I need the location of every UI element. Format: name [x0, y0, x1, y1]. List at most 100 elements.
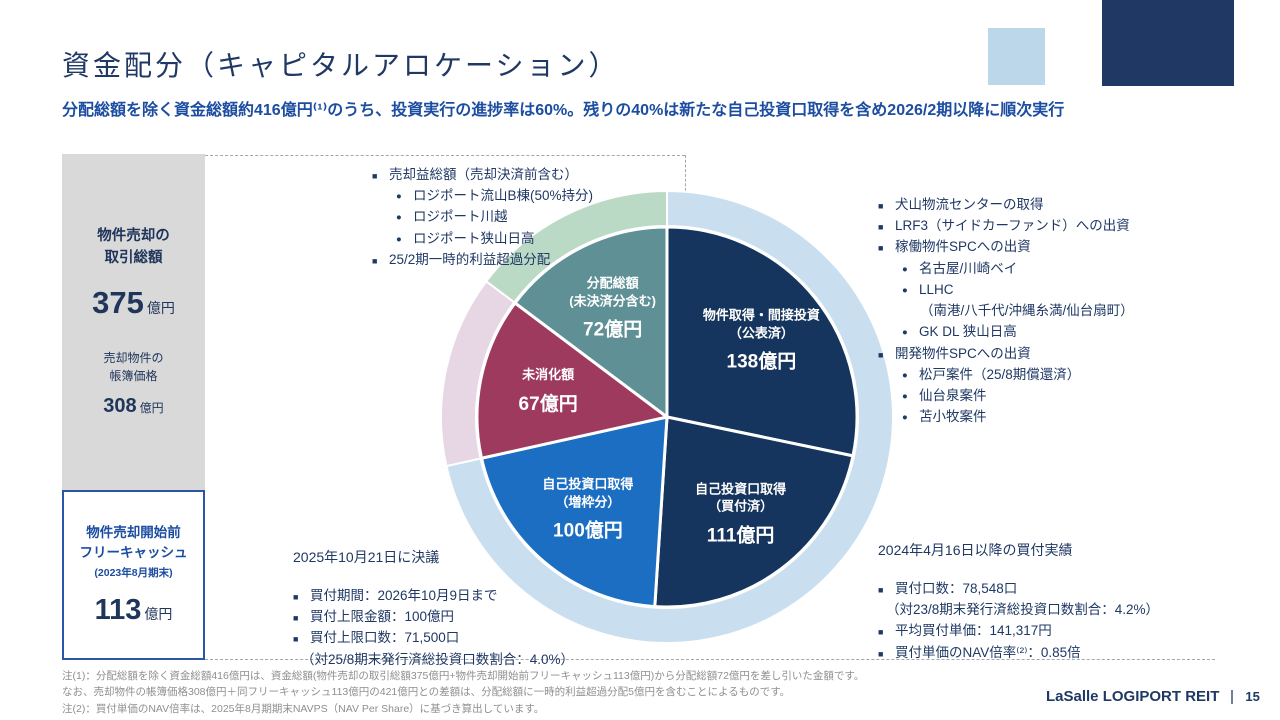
list-item-text: （対25/8期末発行済総投資口数割合：4.0%） — [301, 651, 575, 667]
footnotes: 注(1)：分配総額を除く資金総額416億円は、資金総額(物件売却の取引総額375… — [62, 668, 1042, 717]
sale-total-box: 物件売却の 取引総額 375 億円 売却物件の 帳簿価格 308 億円 — [62, 154, 205, 490]
dashed-connector-bottom — [205, 659, 1215, 660]
list-item-text: ロジポート狭山日高 — [413, 230, 535, 246]
sale-total-title: 物件売却の 取引総額 — [97, 227, 170, 266]
circle-bullet-icon: ● — [396, 233, 402, 245]
decorative-square-lightblue — [988, 28, 1045, 85]
list-item-text: 開発物件SPCへの出資 — [895, 345, 1031, 361]
list-item: ■ 開発物件SPCへの出資 — [878, 345, 1208, 363]
free-cash-unit: 億円 — [144, 605, 173, 622]
footer-divider — [1231, 689, 1234, 704]
footer: LaSalle LOGIPORT REIT 15 — [1046, 688, 1260, 705]
square-bullet-icon: ■ — [878, 627, 884, 638]
list-item: ■ 稼働物件SPCへの出資 — [878, 238, 1208, 256]
buyback-results-header: 2024年4月16日以降の買付実績 — [878, 542, 1073, 558]
list-item-text: LLHC — [919, 281, 954, 297]
buyback-resolution-header: 2025年10月21日に決議 — [293, 549, 440, 565]
list-item: ● GK DL 狭山日高 — [878, 323, 1208, 341]
square-bullet-icon: ■ — [878, 201, 884, 211]
list-item-text: 買付単価のNAV倍率⁽²⁾：0.85倍 — [895, 644, 1081, 660]
pie-slice-value: 111億円 — [706, 525, 775, 547]
list-item: ■ 25/2期一時的利益超過分配 — [372, 251, 682, 269]
footer-brand: LaSalle LOGIPORT REIT — [1046, 688, 1220, 705]
list-item-text: （南港/八千代/沖縄糸満/仙台扇町） — [920, 303, 1134, 319]
list-item: ● 苫小牧案件 — [878, 408, 1208, 426]
list-item: ● ロジポート狭山日高 — [372, 230, 682, 248]
pie-slice-name: 分配総額 (未決済分含む) — [569, 275, 656, 309]
square-bullet-icon: ■ — [293, 592, 299, 602]
circle-bullet-icon: ● — [902, 263, 908, 275]
list-item: ● 仙台泉案件 — [878, 387, 1208, 405]
circle-bullet-icon: ● — [902, 412, 908, 424]
circle-bullet-icon: ● — [902, 327, 908, 339]
page-number: 15 — [1245, 689, 1260, 704]
footnote-2: なお、売却物件の帳簿価格308億円＋同フリーキャッシュ113億円の421億円との… — [62, 686, 791, 699]
square-bullet-icon: ■ — [293, 613, 299, 624]
square-bullet-icon: ■ — [878, 648, 884, 659]
list-item: ■ 買付口数：78,548口 — [878, 580, 1218, 598]
buyback-results-note: 2024年4月16日以降の買付実績 ■ 買付口数：78,548口 （対23/8期末発… — [878, 540, 1218, 665]
square-bullet-icon: ■ — [372, 255, 378, 266]
book-value-unit: 億円 — [139, 401, 164, 416]
list-item-text: LRF3（サイドカーファンド）への出資 — [895, 218, 1130, 234]
list-item-text: GK DL 狭山日高 — [919, 324, 1017, 340]
investments-note: ■ 犬山物流センターの取得 ■ LRF3（サイドカーファンド）への出資 ■ 稼働物件SPC… — [878, 196, 1208, 429]
list-item: （南港/八千代/沖縄糸満/仙台扇町） — [878, 302, 1208, 320]
pie-slice — [653, 415, 855, 609]
list-item-text: 買付上限金額：100億円 — [310, 609, 455, 625]
list-item: ● LLHC — [878, 281, 1208, 299]
pie-slice-value: 138億円 — [726, 351, 797, 373]
free-cash-box: 物件売却開始前 フリーキャッシュ (2023年8月期末) 113 億円 — [62, 490, 205, 660]
list-item: ■ LRF3（サイドカーファンド）への出資 — [878, 217, 1208, 235]
list-item: ■ 買付単価のNAV倍率⁽²⁾：0.85倍 — [878, 644, 1218, 662]
pie-slice-value: 67億円 — [518, 394, 578, 416]
list-item: ● 松戸案件（25/8期償還済） — [878, 366, 1208, 384]
list-item: ● ロジポート川越 — [372, 208, 682, 226]
page-title: 資金配分（キャピタルアロケーション） — [62, 50, 620, 81]
book-value: 308 億円 — [103, 395, 163, 418]
list-item-text: 平均買付単価：141,317円 — [895, 623, 1052, 639]
list-item-text: 買付口数：78,548口 — [895, 581, 1018, 596]
list-item: ● 名古屋/川崎ベイ — [878, 260, 1208, 278]
pie-slice-label: 物件取得・間接投資 （公表済） 138億円 — [703, 307, 820, 374]
circle-bullet-icon: ● — [902, 369, 908, 381]
footnote-1: 注(1)：分配総額を除く資金総額416億円は、資金総額(物件売却の取引総額375… — [62, 670, 865, 682]
list-item-text: 買付期間：2026年10月9日まで — [310, 588, 498, 603]
footnote-3: 注(2)：買付単価のNAV倍率は、2025年8月期期末NAVPS（NAV Per… — [62, 702, 545, 715]
circle-bullet-icon: ● — [396, 212, 402, 224]
capital-allocation-pie — [440, 189, 894, 644]
buyback-resolution-note: 2025年10月21日に決議 ■ 買付期間：2026年10月9日まで ■ 買付上限金額… — [293, 547, 623, 672]
slide-subtitle: 分配総額を除く資金総額約416億円⁽¹⁾のうち、投資実行の進捗率は60%。残りの… — [62, 102, 1065, 119]
pie-slice-name: 自己投資口取得 （買付済） — [695, 481, 787, 514]
pie-slice-value: 100億円 — [553, 520, 623, 542]
list-item: （対23/8期末発行済総投資口数割合：4.2%） — [878, 601, 1218, 619]
free-cash-amount: 113 — [94, 593, 142, 626]
buyback-results-list: ■ 買付口数：78,548口 （対23/8期末発行済総投資口数割合：4.2%） ■ 平均… — [878, 580, 1218, 662]
list-item-text: ロジポート川越 — [413, 209, 508, 225]
pie-slice-label: 自己投資口取得 （買付済） 111億円 — [695, 480, 786, 547]
list-item-text: 松戸案件（25/8期償還済） — [919, 366, 1081, 382]
decorative-square-navy — [1102, 0, 1234, 86]
sale-total-amount: 375 — [92, 285, 144, 321]
list-item-text: 25/2期一時的利益超過分配 — [389, 251, 551, 267]
buyback-resolution-list: ■ 買付期間：2026年10月9日まで ■ 買付上限金額：100億円 ■ 買付上限口数：7… — [293, 587, 623, 669]
list-item: ■ 買付期間：2026年10月9日まで — [293, 587, 623, 605]
list-item-text: 稼働物件SPCへの出資 — [895, 239, 1031, 255]
list-item: （対25/8期末発行済総投資口数割合：4.0%） — [293, 651, 623, 669]
list-item: ■ 平均買付単価：141,317円 — [878, 622, 1218, 640]
circle-bullet-icon: ● — [396, 191, 402, 203]
pie-slice — [475, 300, 671, 461]
pie-slice-value: 72億円 — [583, 319, 643, 341]
list-item-text: 買付上限口数：71,500口 — [310, 630, 460, 646]
sale-total-unit: 億円 — [146, 300, 175, 317]
sale-total-value: 375 億円 — [92, 285, 175, 321]
free-cash-title: 物件売却開始前 フリーキャッシュ — [79, 525, 188, 560]
pie-slice — [665, 225, 859, 458]
sale-gains-note: ■ 売却益総額（売却決済前含む） ● ロジポート流山B棟(50%持分) ● ロジポート川越… — [372, 166, 682, 272]
square-bullet-icon: ■ — [293, 634, 299, 645]
capital-allocation-chart: 物件取得・間接投資 （公表済） 138億円自己投資口取得 （買付済） 111億円 自己投資… — [437, 187, 897, 647]
list-item-text: ロジポート流山B棟(50%持分) — [413, 188, 594, 204]
list-item-text: 苫小牧案件 — [919, 409, 987, 425]
square-bullet-icon: ■ — [878, 222, 884, 233]
